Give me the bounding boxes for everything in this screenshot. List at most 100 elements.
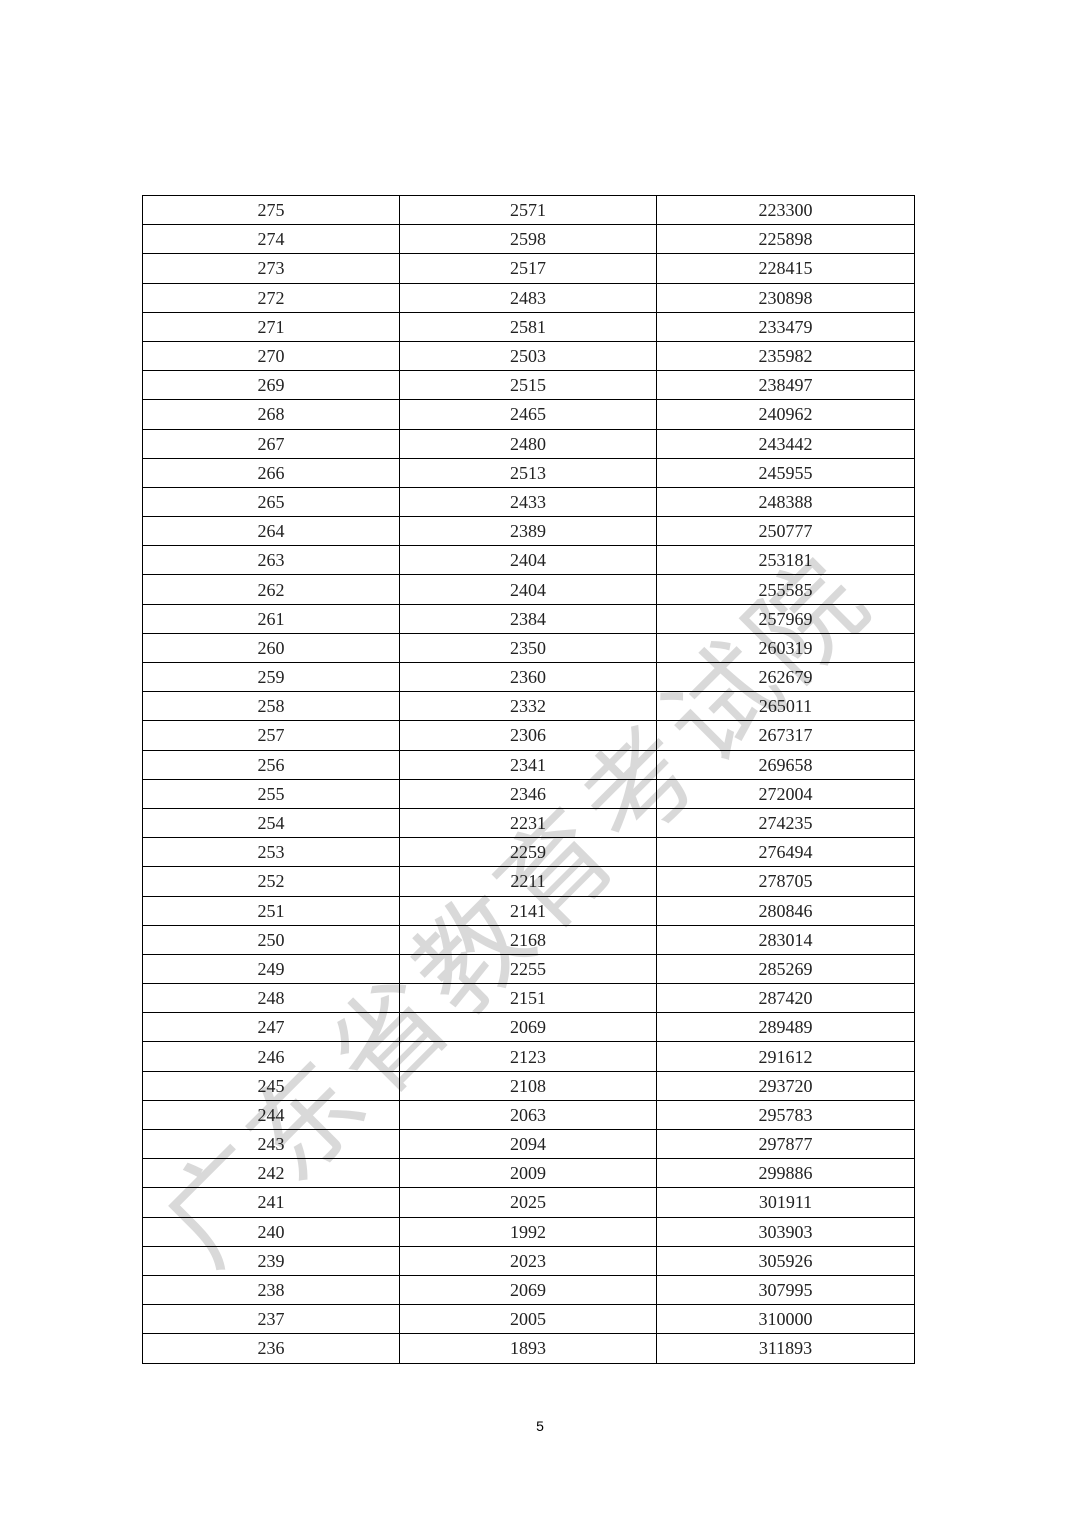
count-cell: 2517 [399,253,657,284]
cumulative-cell: 293720 [656,1070,915,1101]
table-row: 258 2332 265011 [142,691,915,722]
page-number: 5 [536,1418,544,1434]
cumulative-cell: 228415 [656,253,915,284]
cumulative-cell: 267317 [656,720,915,751]
cumulative-cell: 303903 [656,1216,915,1247]
score-cell: 257 [142,720,400,751]
table-row: 273 2517 228415 [142,253,915,284]
count-cell: 2598 [399,224,657,255]
score-cell: 253 [142,837,400,868]
cumulative-cell: 307995 [656,1274,915,1306]
score-cell: 260 [142,632,400,664]
score-cell: 244 [142,1099,400,1131]
table-row: 257 2306 267317 [142,720,915,751]
table-row: 251 2141 280846 [142,895,915,926]
score-cell: 236 [142,1333,400,1364]
cumulative-cell: 262679 [656,661,915,693]
score-cell: 242 [142,1158,400,1189]
score-cell: 246 [142,1041,400,1072]
count-cell: 2571 [399,194,657,226]
score-cell: 256 [142,749,400,780]
cumulative-cell: 265011 [656,691,915,722]
count-cell: 2341 [399,749,657,780]
table-row: 267 2480 243442 [142,428,915,459]
table-row: 243 2094 297877 [142,1128,915,1160]
score-cell: 262 [142,574,400,605]
cumulative-cell: 305926 [656,1245,915,1276]
table-row: 247 2069 289489 [142,1012,915,1043]
cumulative-cell: 311893 [656,1333,915,1364]
table-row: 250 2168 283014 [142,924,915,955]
count-cell: 2023 [399,1245,657,1276]
cumulative-cell: 276494 [656,837,915,868]
cumulative-cell: 310000 [656,1304,915,1335]
count-cell: 2255 [399,953,657,985]
table-row: 238 2069 307995 [142,1274,915,1306]
cumulative-cell: 248388 [656,486,915,518]
count-cell: 2404 [399,545,657,576]
cumulative-cell: 260319 [656,632,915,664]
score-cell: 268 [142,399,400,430]
cumulative-cell: 240962 [656,399,915,430]
score-cell: 248 [142,983,400,1014]
table-row: 237 2005 310000 [142,1304,915,1335]
count-cell: 2515 [399,370,657,401]
count-cell: 2069 [399,1012,657,1043]
score-cell: 251 [142,895,400,926]
cumulative-cell: 297877 [656,1128,915,1160]
table-row: 236 1893 311893 [142,1333,915,1364]
score-cell: 254 [142,807,400,839]
cumulative-cell: 283014 [656,924,915,955]
score-table: 275 2571 223300 274 2598 225898 273 2517 228415 2… [142,194,915,1364]
count-cell: 2480 [399,428,657,459]
table-row: 254 2231 274235 [142,807,915,839]
score-cell: 252 [142,866,400,897]
table-row: 274 2598 225898 [142,224,915,255]
table-row: 275 2571 223300 [142,194,915,226]
table-row: 240 1992 303903 [142,1216,915,1247]
table-row: 241 2025 301911 [142,1187,915,1218]
score-cell: 241 [142,1187,400,1218]
score-cell: 238 [142,1274,400,1306]
cumulative-cell: 280846 [656,895,915,926]
count-cell: 2483 [399,282,657,313]
cumulative-cell: 278705 [656,866,915,897]
count-cell: 2094 [399,1128,657,1160]
table-row: 249 2255 285269 [142,953,915,985]
count-cell: 2360 [399,661,657,693]
score-cell: 237 [142,1304,400,1335]
count-cell: 2231 [399,807,657,839]
count-cell: 2025 [399,1187,657,1218]
table-row: 248 2151 287420 [142,983,915,1014]
score-cell: 272 [142,282,400,313]
table-row: 242 2009 299886 [142,1158,915,1189]
table-row: 260 2350 260319 [142,632,915,664]
cumulative-cell: 295783 [656,1099,915,1131]
cumulative-cell: 299886 [656,1158,915,1189]
table-row: 239 2023 305926 [142,1245,915,1276]
cumulative-cell: 289489 [656,1012,915,1043]
table-row: 272 2483 230898 [142,282,915,313]
score-cell: 259 [142,661,400,693]
cumulative-cell: 230898 [656,282,915,313]
score-cell: 250 [142,924,400,955]
score-cell: 264 [142,516,400,547]
count-cell: 2404 [399,574,657,605]
score-cell: 266 [142,457,400,488]
table-row: 270 2503 235982 [142,340,915,372]
score-cell: 258 [142,691,400,722]
score-cell: 263 [142,545,400,576]
count-cell: 2211 [399,866,657,897]
table-row: 256 2341 269658 [142,749,915,780]
cumulative-cell: 225898 [656,224,915,255]
score-cell: 274 [142,224,400,255]
count-cell: 2123 [399,1041,657,1072]
cumulative-cell: 257969 [656,603,915,634]
score-cell: 249 [142,953,400,985]
count-cell: 2465 [399,399,657,430]
cumulative-cell: 291612 [656,1041,915,1072]
count-cell: 2063 [399,1099,657,1131]
cumulative-cell: 269658 [656,749,915,780]
table-row: 244 2063 295783 [142,1099,915,1131]
table-row: 265 2433 248388 [142,486,915,518]
